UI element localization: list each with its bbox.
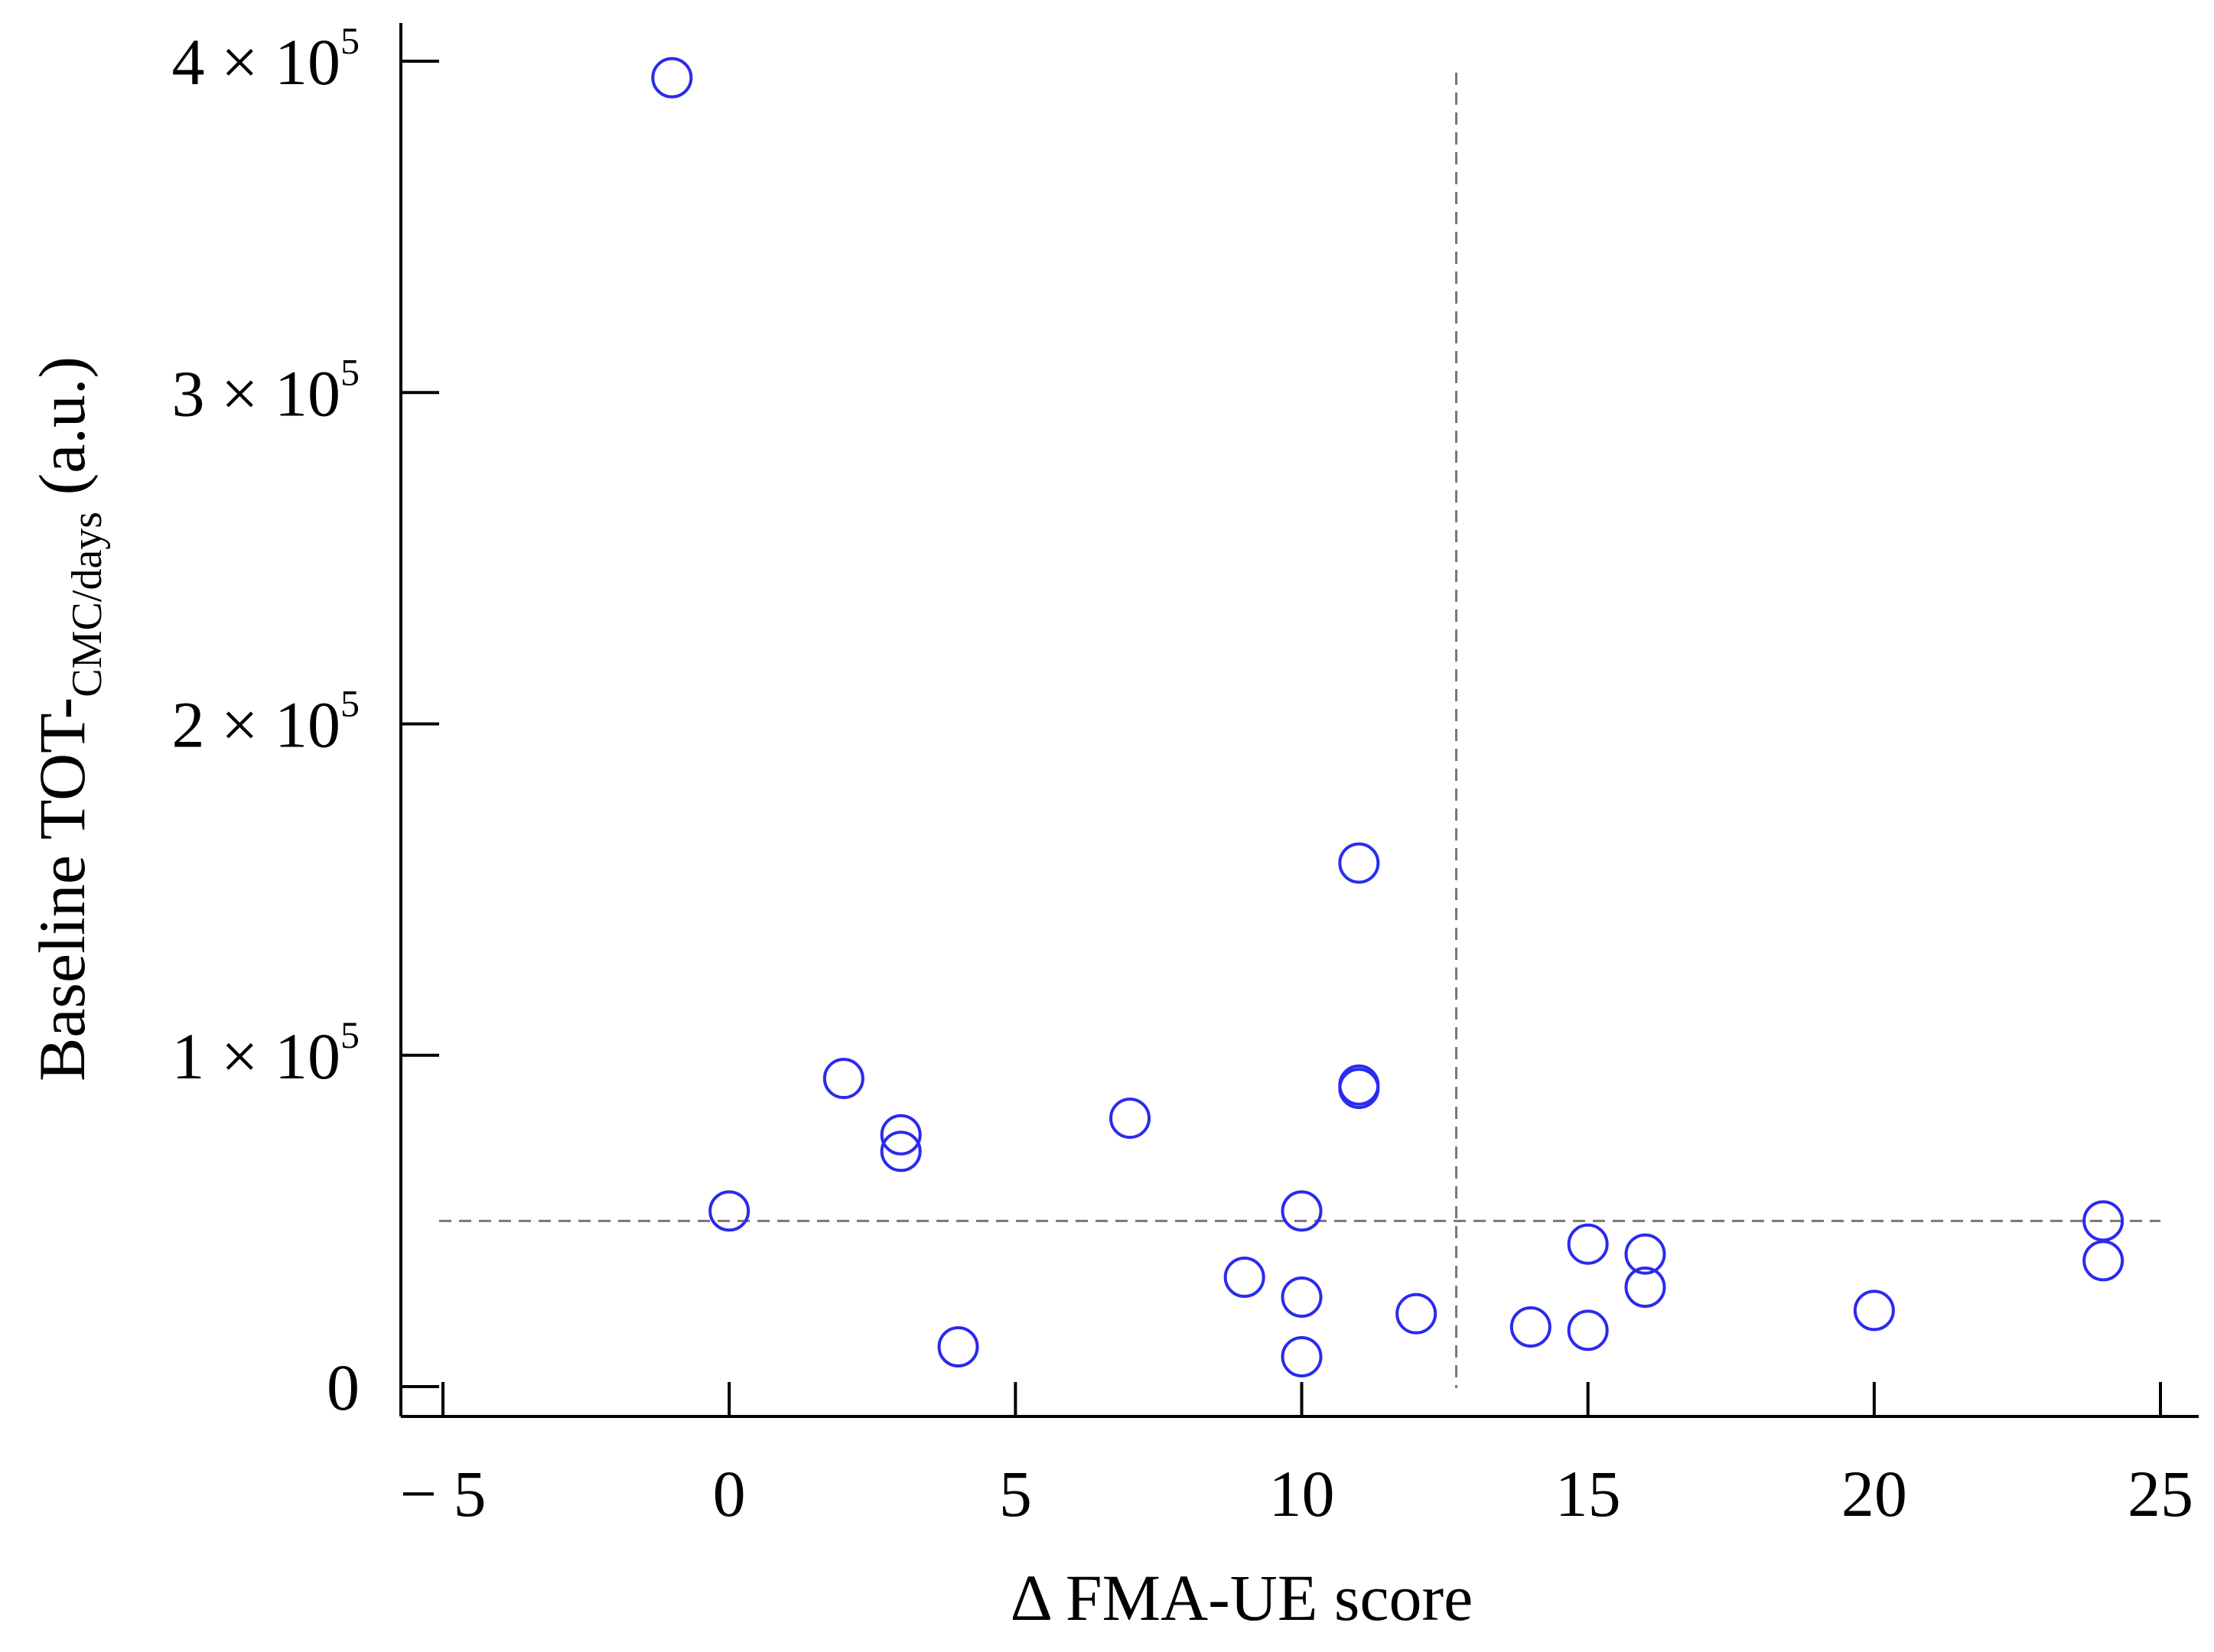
y-axis-title-main: Baseline TOT- — [25, 698, 99, 1081]
data-point — [1223, 1257, 1265, 1299]
y-tick-label-mantissa: 4 × 10 — [171, 25, 340, 99]
data-point — [1338, 842, 1380, 884]
x-tick-label: 25 — [2128, 1457, 2193, 1530]
y-tick-label-exponent: 5 — [340, 682, 360, 725]
y-tick-label: 4 × 105 — [171, 19, 360, 99]
x-axis-title: Δ FMA-UE score — [1011, 1561, 1473, 1634]
data-point — [1281, 1190, 1323, 1232]
data-point — [1624, 1233, 1666, 1275]
data-point — [2082, 1240, 2124, 1282]
reference-lines — [439, 73, 2160, 1388]
data-point — [1853, 1289, 1895, 1332]
y-tick-label: 1 × 105 — [171, 1013, 360, 1093]
data-point — [1567, 1223, 1609, 1265]
data-point — [822, 1058, 864, 1100]
y-axis-title-subscript: CMC/days — [63, 512, 111, 698]
y-axis-title-suffix: (a.u.) — [25, 356, 99, 512]
y-tick-label-exponent: 5 — [340, 19, 360, 62]
y-tick-label: 3 × 105 — [171, 350, 360, 430]
data-point — [1567, 1309, 1609, 1351]
y-tick-label: 2 × 105 — [171, 682, 360, 762]
data-point — [1338, 1068, 1380, 1110]
axes — [399, 23, 2199, 1418]
data-points — [651, 57, 2124, 1378]
y-tick-label-mantissa: 0 — [327, 1351, 360, 1424]
data-point — [1109, 1098, 1151, 1140]
y-axis-title: Baseline TOT-CMC/days (a.u.) — [25, 356, 111, 1081]
x-tick-label: 15 — [1555, 1457, 1621, 1530]
data-point — [880, 1114, 922, 1156]
y-tick-label-exponent: 5 — [340, 350, 360, 393]
data-point — [1509, 1306, 1551, 1348]
y-tick-label-mantissa: 2 × 10 — [171, 688, 340, 762]
data-point — [880, 1130, 922, 1172]
x-ticks: − 5 0 5 10 15 20 25 — [399, 1382, 2193, 1530]
data-point — [1338, 1064, 1380, 1106]
x-tick-label: 10 — [1269, 1457, 1335, 1530]
data-point — [1281, 1336, 1323, 1378]
x-tick-label: 5 — [999, 1457, 1032, 1530]
data-point — [1624, 1267, 1666, 1309]
data-point — [708, 1190, 750, 1232]
data-point — [651, 57, 693, 99]
x-tick-label: − 5 — [399, 1457, 486, 1530]
data-point — [1281, 1276, 1323, 1319]
x-tick-label: 20 — [1841, 1457, 1907, 1530]
data-point — [937, 1326, 979, 1368]
x-tick-label: 0 — [713, 1457, 746, 1530]
data-point — [1395, 1293, 1437, 1335]
y-tick-label: 0 — [327, 1351, 360, 1424]
y-tick-label-mantissa: 1 × 10 — [171, 1019, 340, 1093]
y-tick-label-exponent: 5 — [340, 1013, 360, 1056]
y-tick-label-mantissa: 3 × 10 — [171, 356, 340, 430]
